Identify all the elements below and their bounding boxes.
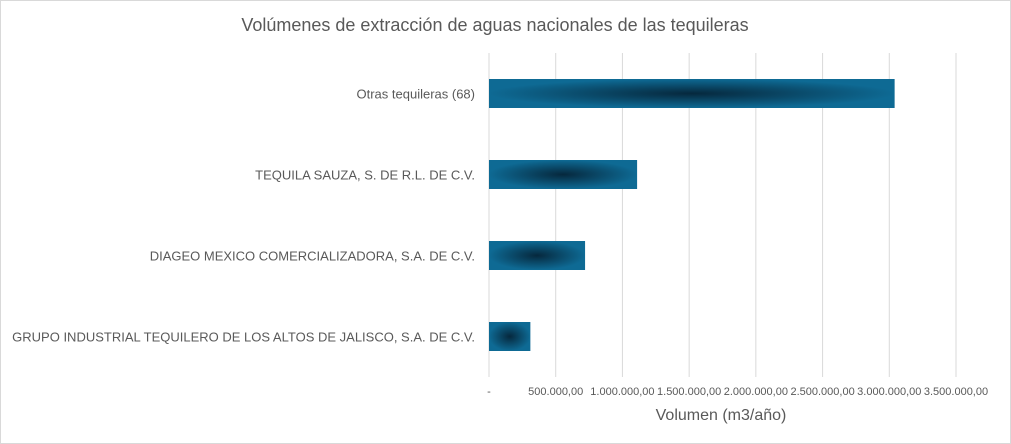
x-axis-title: Volumen (m3/año) (656, 407, 787, 424)
y-category-label: GRUPO INDUSTRIAL TEQUILERO DE LOS ALTOS … (12, 330, 475, 345)
x-tick-label: 2.000.000,00 (724, 386, 788, 398)
bar (489, 322, 531, 351)
bar (489, 79, 895, 108)
y-category-label: TEQUILA SAUZA, S. DE R.L. DE C.V. (255, 168, 475, 183)
x-tick-label: 2.500.000,00 (790, 386, 854, 398)
x-tick-label: - (487, 386, 491, 398)
y-category-label: DIAGEO MEXICO COMERCIALIZADORA, S.A. DE … (150, 249, 475, 264)
y-category-label: Otras tequileras (68) (357, 87, 476, 102)
x-tick-label: 3.500.000,00 (924, 386, 988, 398)
bar (489, 160, 638, 189)
x-tick-label: 1.500.000,00 (657, 386, 721, 398)
x-tick-label: 500.000,00 (528, 386, 583, 398)
bar (489, 241, 586, 270)
chart-title: Volúmenes de extracción de aguas naciona… (241, 15, 748, 35)
x-tick-label: 3.000.000,00 (857, 386, 921, 398)
x-tick-label: 1.000.000,00 (590, 386, 654, 398)
